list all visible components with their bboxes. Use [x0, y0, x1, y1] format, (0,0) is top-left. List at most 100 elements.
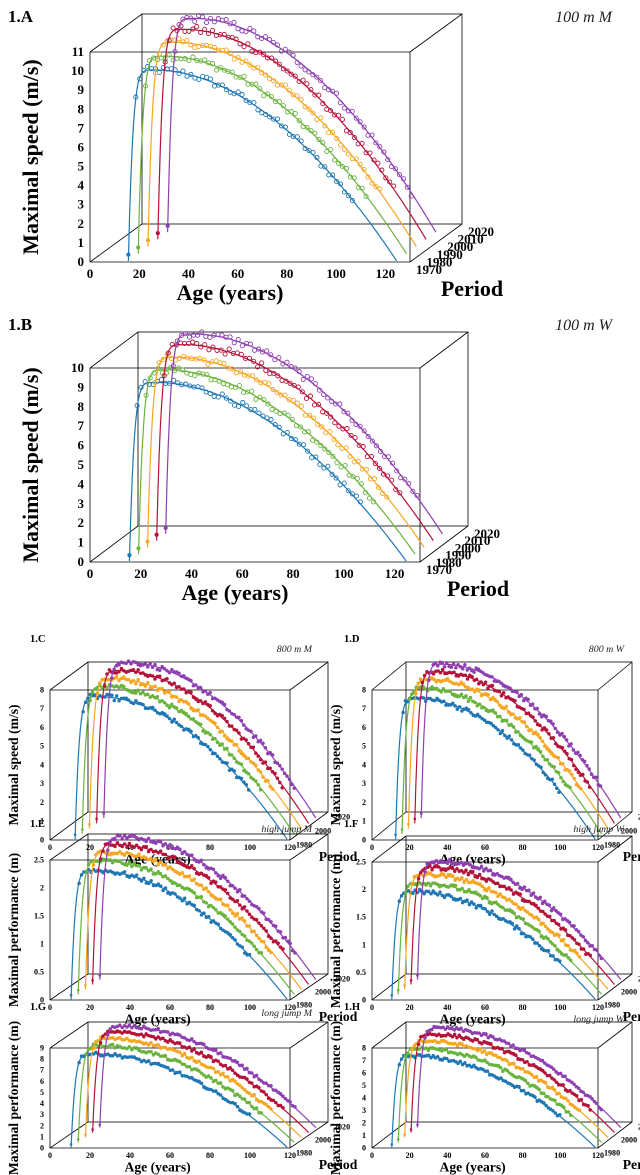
data-point	[528, 923, 532, 928]
data-point	[281, 947, 285, 951]
data-point	[271, 78, 277, 84]
data-point	[502, 706, 506, 711]
data-point	[197, 1069, 201, 1073]
series-2000	[409, 863, 615, 985]
y-tick-label: 8	[362, 1043, 366, 1052]
data-point	[525, 910, 530, 914]
data-point	[146, 868, 151, 873]
data-point	[437, 1032, 441, 1037]
data-point	[489, 878, 493, 882]
data-point	[533, 895, 538, 899]
data-point	[242, 1075, 247, 1080]
data-point	[435, 882, 440, 887]
data-point	[449, 665, 454, 669]
data-point	[182, 1062, 187, 1067]
depth-edge	[597, 811, 633, 841]
data-point	[276, 424, 282, 430]
data-point	[127, 553, 132, 558]
data-point	[436, 669, 440, 673]
data-point	[534, 1065, 538, 1069]
data-point	[132, 861, 136, 865]
data-point	[182, 331, 189, 337]
data-point	[230, 1077, 235, 1082]
data-point	[328, 414, 334, 420]
data-point	[330, 129, 336, 135]
data-point	[237, 715, 241, 720]
data-point	[455, 1044, 460, 1048]
data-point	[465, 898, 469, 902]
data-point	[447, 893, 451, 897]
data-point	[431, 662, 436, 667]
data-point	[511, 1051, 516, 1056]
data-point	[170, 702, 174, 706]
depth-edge	[597, 835, 633, 863]
data-point	[120, 844, 124, 849]
data-point	[496, 894, 500, 899]
data-point	[571, 748, 576, 752]
data-point	[245, 897, 249, 901]
data-point	[179, 698, 184, 702]
data-point	[426, 889, 431, 894]
data-point	[199, 913, 204, 917]
data-point	[258, 757, 263, 762]
data-point	[234, 728, 239, 733]
data-point	[480, 1042, 484, 1046]
data-point	[203, 700, 208, 704]
data-point	[143, 684, 148, 688]
data-point	[474, 906, 478, 910]
data-point	[422, 673, 427, 678]
data-point	[301, 442, 307, 448]
data-point	[555, 957, 560, 962]
data-point	[146, 836, 151, 841]
data-point	[334, 460, 340, 466]
data-point	[285, 774, 289, 778]
series-1980	[400, 684, 603, 835]
data-point	[535, 941, 539, 945]
data-point	[355, 458, 361, 464]
data-point	[490, 675, 494, 679]
data-point	[182, 687, 186, 691]
data-point	[257, 921, 261, 925]
data-point	[360, 444, 366, 450]
data-point	[455, 707, 460, 711]
data-point	[223, 1097, 228, 1102]
data-point	[118, 833, 122, 838]
data-point	[153, 662, 157, 667]
data-point	[486, 1035, 491, 1040]
data-point	[199, 883, 204, 888]
period-tick-label: 2000	[621, 987, 637, 996]
data-point	[491, 880, 495, 884]
back-frame	[405, 835, 633, 975]
data-point	[384, 494, 390, 500]
data-point	[535, 706, 539, 711]
data-point	[192, 1047, 196, 1051]
data-point	[324, 148, 330, 154]
data-point	[418, 677, 423, 681]
data-point	[361, 166, 367, 172]
data-point	[242, 780, 246, 784]
data-point	[527, 753, 532, 758]
data-point	[501, 690, 506, 695]
data-point	[269, 936, 273, 941]
data-point	[357, 423, 363, 429]
data-point	[323, 430, 329, 436]
data-point	[287, 380, 293, 386]
data-point	[240, 916, 244, 920]
data-point	[131, 667, 136, 672]
data-point	[143, 392, 149, 398]
data-point	[254, 763, 258, 768]
data-point	[570, 936, 575, 940]
data-point	[503, 896, 507, 900]
panel-title: long jump M	[261, 1008, 312, 1019]
data-point	[113, 844, 117, 849]
period-tick-label: 1990	[437, 247, 463, 262]
data-point	[429, 670, 433, 674]
data-point	[94, 1050, 98, 1054]
data-point	[84, 1133, 87, 1136]
y-tick-label: 2	[362, 1118, 366, 1127]
data-point	[503, 1079, 508, 1084]
data-point	[543, 773, 548, 777]
data-point	[162, 666, 167, 671]
data-point	[504, 704, 509, 709]
